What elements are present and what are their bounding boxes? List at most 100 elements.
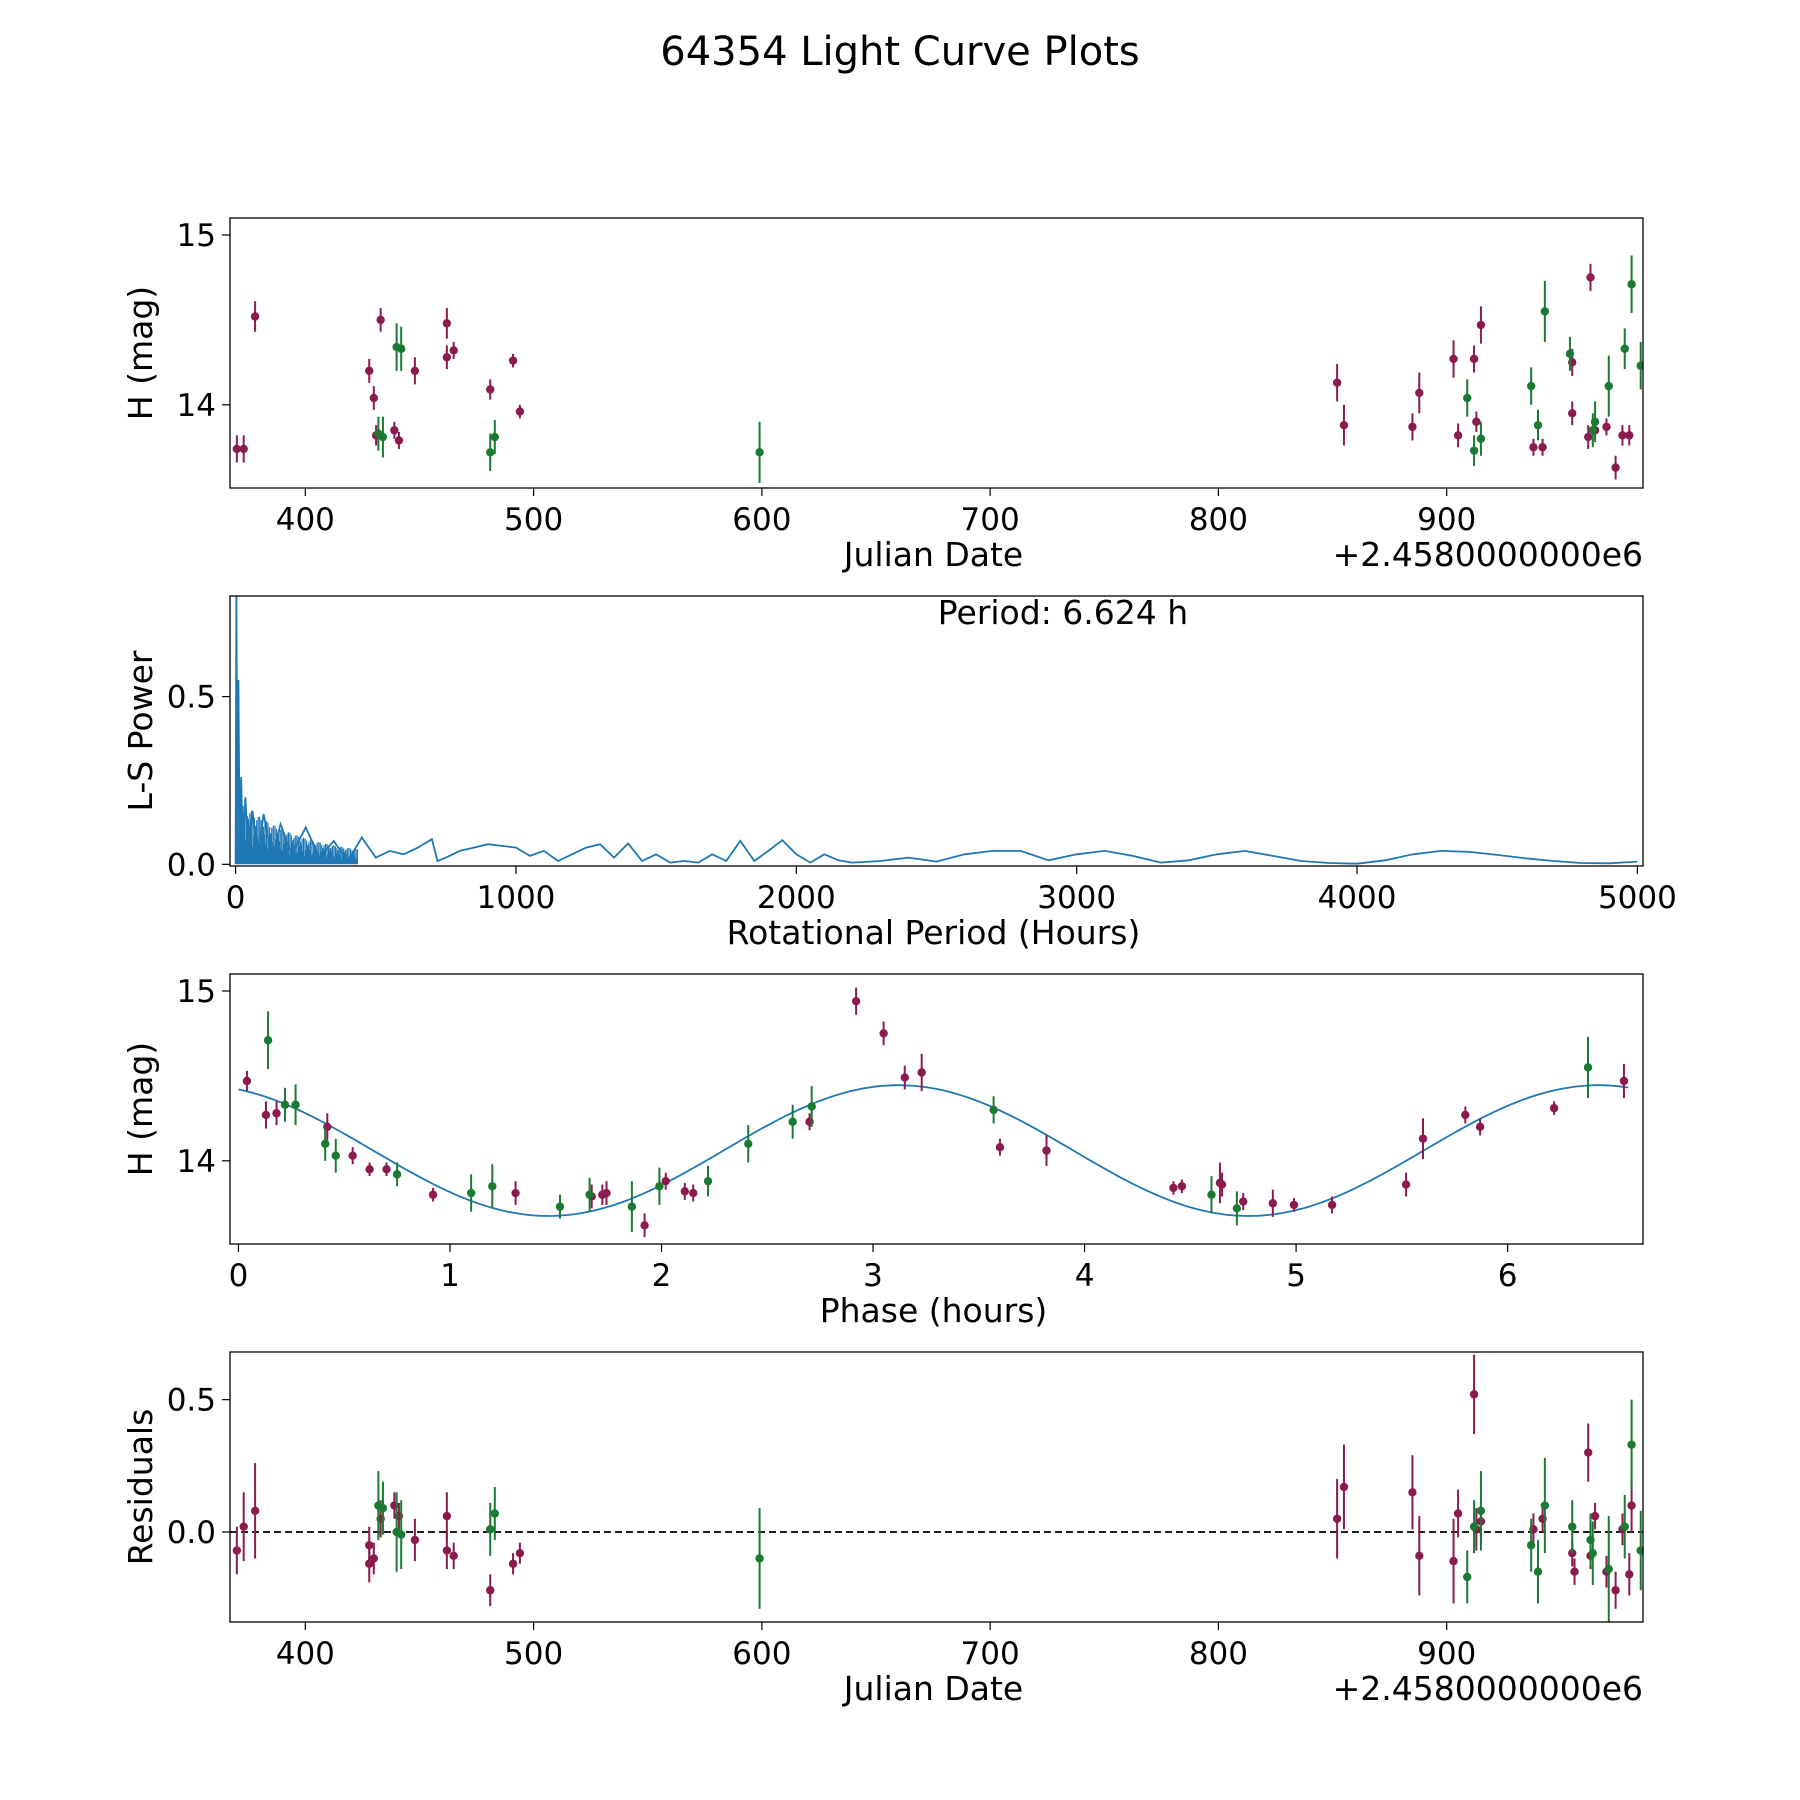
periodogram-xtick-label: 4000	[1318, 880, 1397, 916]
phased-xlabel: Phase (hours)	[820, 1291, 1048, 1330]
phased-ytick-label: 14	[177, 1144, 216, 1180]
residuals-red-point	[239, 1522, 248, 1531]
residuals-red-point	[515, 1548, 525, 1558]
residuals-xtick-label: 500	[504, 1636, 563, 1672]
lightcurve-plot-area	[232, 255, 1643, 483]
phased-green-point	[585, 1190, 594, 1199]
phased-red-point	[1619, 1076, 1629, 1086]
lightcurve-red-point	[239, 444, 248, 454]
residuals-red-point	[1415, 1551, 1424, 1561]
lightcurve-green-point	[1620, 344, 1629, 353]
phased-xtick-label: 6	[1498, 1258, 1518, 1294]
phased-ylabel: H (mag)	[121, 1042, 160, 1176]
phased-green-point	[263, 1036, 273, 1045]
phased-green-point	[291, 1100, 300, 1109]
residuals-ytick-label: 0.5	[167, 1383, 216, 1419]
phased-red-point	[640, 1221, 649, 1230]
phased-green-point	[555, 1202, 565, 1211]
phased-red-point	[602, 1188, 611, 1198]
lightcurve-green-point	[1469, 446, 1479, 455]
lightcurve-green-point	[1565, 349, 1575, 359]
phased-red-point	[382, 1165, 391, 1174]
residuals-xtick-label: 600	[732, 1636, 791, 1672]
lightcurve-red-point	[1332, 378, 1342, 387]
residuals-red-point	[486, 1586, 495, 1595]
phased-green-point	[989, 1105, 998, 1115]
residuals-green-point	[378, 1503, 388, 1513]
figure-title: 64354 Light Curve Plots	[660, 29, 1139, 75]
lightcurve-red-point	[442, 353, 452, 362]
lightcurve-red-point	[1529, 443, 1538, 452]
residuals-offset-text: +2.4580000000e6	[1333, 1669, 1643, 1708]
residuals-red-point	[1408, 1488, 1417, 1497]
lightcurve-green-point	[1533, 420, 1543, 430]
lightcurve-red-point	[1339, 420, 1349, 430]
phased-green-point	[744, 1139, 753, 1149]
phased-red-point	[348, 1151, 357, 1160]
phased-red-point	[1475, 1122, 1485, 1132]
lightcurve-xtick-label: 800	[1189, 502, 1248, 538]
phased-xtick-label: 5	[1286, 1258, 1306, 1294]
residuals-green-point	[486, 1525, 495, 1534]
residuals-green-point	[1476, 1506, 1486, 1516]
phased-ytick-label: 15	[177, 974, 216, 1010]
phased-red-point	[511, 1188, 520, 1198]
phased-red-point	[900, 1073, 909, 1082]
phased-green-point	[1207, 1190, 1216, 1199]
periodogram-xtick-label: 5000	[1598, 880, 1677, 916]
phased-xtick-label: 2	[652, 1258, 672, 1294]
lightcurve-red-point	[508, 356, 518, 365]
residuals-green-point	[1526, 1541, 1536, 1550]
lightcurve-red-point	[1449, 354, 1458, 364]
phased-red-point	[917, 1068, 926, 1077]
residuals-red-point	[1570, 1567, 1579, 1576]
residuals-green-point	[755, 1554, 764, 1563]
periodogram-plot-area	[234, 596, 1638, 865]
lightcurve-green-point	[1604, 381, 1613, 391]
phased-red-point	[261, 1110, 271, 1120]
lightcurve-red-point	[369, 393, 379, 403]
periodogram-ytick-label: 0.5	[167, 680, 216, 716]
residuals-green-point	[1620, 1522, 1629, 1531]
residuals-red-point	[508, 1559, 518, 1568]
lightcurve-red-point	[1538, 443, 1547, 452]
lightcurve-green-point	[1590, 417, 1600, 426]
lightcurve-green-point	[1540, 307, 1550, 316]
phased-green-point	[320, 1139, 330, 1149]
lightcurve-red-point	[1476, 320, 1486, 330]
residuals-green-point	[397, 1530, 406, 1539]
phased-red-point	[1289, 1200, 1299, 1210]
residuals-xtick-label: 900	[1417, 1636, 1476, 1672]
lightcurve-green-point	[486, 448, 495, 457]
residuals-red-point	[410, 1535, 420, 1545]
periodogram-power-line	[234, 596, 1638, 865]
lightcurve-ytick-label: 14	[177, 388, 216, 424]
residuals-green-point	[1463, 1572, 1472, 1582]
lightcurve-green-point	[1526, 381, 1536, 391]
periodogram-xtick-label: 3000	[1037, 880, 1116, 916]
phased-green-point	[1583, 1063, 1593, 1072]
residuals-ylabel: Residuals	[121, 1409, 160, 1566]
phased-xtick-label: 3	[863, 1258, 883, 1294]
residuals-green-point	[1604, 1564, 1613, 1574]
phased-plot-area	[238, 987, 1629, 1238]
residuals-red-point	[442, 1546, 452, 1555]
phased-red-point	[365, 1165, 374, 1174]
residuals-red-point	[369, 1554, 379, 1563]
phased-green-point	[1232, 1204, 1242, 1213]
lightcurve-red-point	[486, 385, 495, 394]
phased-green-point	[627, 1202, 637, 1211]
lightcurve-red-point	[1472, 417, 1481, 426]
phased-red-point	[272, 1109, 281, 1118]
periodogram-period-annotation: Period: 6.624 h	[938, 593, 1188, 632]
phased-red-point	[242, 1076, 252, 1086]
phased-red-point	[879, 1029, 888, 1038]
lightcurve-green-point	[1636, 361, 1643, 370]
lightcurve-red-point	[1584, 432, 1593, 442]
phased-green-point	[331, 1151, 340, 1160]
periodogram-axes-frame	[229, 595, 1644, 867]
lightcurve-red-point	[1415, 388, 1424, 398]
lightcurve-red-point	[1586, 273, 1595, 282]
phased-red-point	[1418, 1134, 1428, 1143]
residuals-green-point	[1533, 1567, 1543, 1576]
